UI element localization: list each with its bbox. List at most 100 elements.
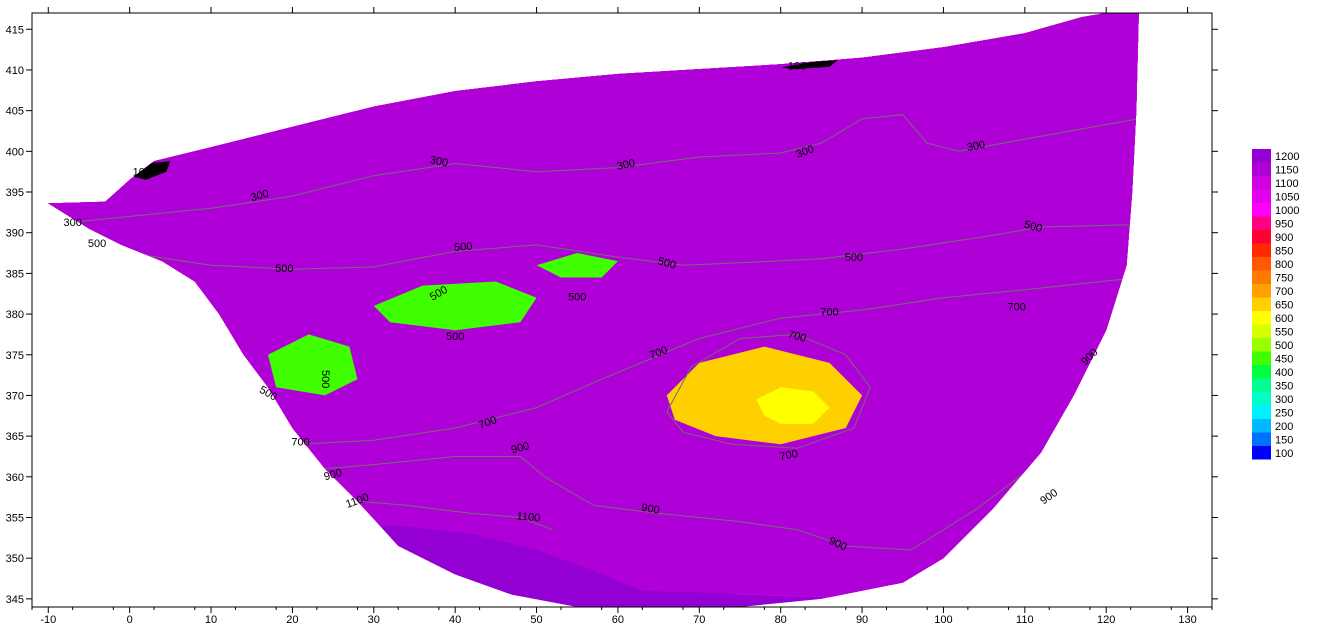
contour-label: 900 — [1038, 487, 1060, 507]
y-tick-label: 390 — [6, 228, 24, 240]
legend-label: 800 — [1275, 259, 1293, 271]
contour-label: 500 — [319, 370, 331, 388]
contour-lines — [48, 114, 1139, 551]
legend-label: 350 — [1275, 380, 1293, 392]
contour-band-1150 — [48, 13, 1139, 607]
legend-label: 100 — [1275, 448, 1293, 460]
legend-swatch-800 — [1252, 257, 1271, 271]
legend-label: 950 — [1275, 218, 1293, 230]
x-tick-label: 90 — [856, 614, 868, 626]
contour-label: 700 — [648, 344, 669, 362]
legend-swatch-850 — [1252, 243, 1271, 257]
x-tick-label: 60 — [612, 614, 624, 626]
contour-label: 100 — [133, 166, 151, 178]
legend-label: 1150 — [1275, 164, 1299, 176]
contour-label: 900 — [323, 467, 344, 483]
x-tick-label: 40 — [449, 614, 461, 626]
legend-label: 1050 — [1275, 191, 1299, 203]
contour-label: 500 — [88, 238, 106, 250]
contour-label: 500 — [845, 252, 863, 264]
y-tick-label: 415 — [6, 24, 24, 36]
y-tick-label: 375 — [6, 350, 24, 362]
x-tick-label: -10 — [40, 614, 56, 626]
contour-island-450 — [373, 281, 537, 331]
legend-label: 850 — [1275, 245, 1293, 257]
contour-label: 700 — [291, 437, 309, 449]
contour-island-450 — [268, 334, 358, 396]
plot-frame — [31, 12, 1213, 608]
y-tick-label: 345 — [6, 594, 24, 606]
contour-label: 300 — [794, 143, 815, 161]
legend-swatch-500 — [1252, 338, 1271, 352]
legend-label: 700 — [1275, 286, 1293, 298]
x-tick-label: 30 — [368, 614, 380, 626]
x-tick-label: 0 — [127, 614, 133, 626]
legend-label: 500 — [1275, 340, 1293, 352]
legend-label: 200 — [1275, 421, 1293, 433]
legend-swatch-1100 — [1252, 176, 1271, 190]
contour-label: 900 — [640, 502, 660, 517]
y-tick-label: 350 — [6, 553, 24, 565]
y-tick-label: 400 — [6, 146, 24, 158]
contour-line-300 — [48, 114, 1139, 226]
contour-label: 500 — [446, 331, 464, 343]
legend-swatch-350 — [1252, 378, 1271, 392]
legend-swatch-600 — [1252, 311, 1271, 325]
legend-label: 600 — [1275, 313, 1293, 325]
legend-swatch-450 — [1252, 351, 1271, 365]
legend-swatch-1150 — [1252, 162, 1271, 176]
y-tick-label: 395 — [6, 187, 24, 199]
y-tick-label: 365 — [6, 431, 24, 443]
contour-line-700 — [666, 333, 871, 449]
legend-label: 400 — [1275, 367, 1293, 379]
contour-label: 500 — [1023, 219, 1044, 235]
legend-label: 1100 — [1275, 178, 1299, 190]
contour-line-1100 — [357, 500, 553, 531]
x-tick-label: 10 — [205, 614, 217, 626]
legend-swatch-100 — [1252, 446, 1271, 460]
legend-swatch-550 — [1252, 324, 1271, 338]
contour-label: 900 — [510, 440, 531, 456]
contour-fill — [48, 13, 1139, 607]
legend-swatch-750 — [1252, 270, 1271, 284]
legend-swatch-1200 — [1252, 149, 1271, 163]
contour-label: 300 — [64, 217, 82, 229]
legend-label: 150 — [1275, 434, 1293, 446]
legend-swatch-250 — [1252, 405, 1271, 419]
legend-label: 450 — [1275, 353, 1293, 365]
legend-label: 550 — [1275, 326, 1293, 338]
x-tick-label: 50 — [530, 614, 542, 626]
contour-label: 700 — [820, 306, 838, 318]
legend-label: 300 — [1275, 394, 1293, 406]
contour-label: 700 — [477, 414, 498, 432]
contour-label: 1100 — [516, 510, 541, 524]
contour-island-600 — [756, 387, 830, 424]
contour-label: 500 — [275, 263, 293, 275]
contour-label: 300 — [616, 157, 636, 173]
contour-island-100 — [780, 60, 838, 70]
contour-label: 300 — [249, 188, 270, 204]
contour-line-700 — [300, 277, 1139, 445]
legend-swatch-900 — [1252, 230, 1271, 244]
legend-label: 1200 — [1275, 151, 1299, 163]
x-tick-label: 120 — [1097, 614, 1115, 626]
contour-island-100 — [129, 161, 171, 180]
y-tick-label: 360 — [6, 472, 24, 484]
contour-label: 700 — [1008, 301, 1026, 313]
contour-island-450 — [536, 253, 618, 278]
contour-label: 500 — [656, 255, 677, 271]
y-tick-label: 410 — [6, 65, 24, 77]
x-tick-label: 130 — [1178, 614, 1196, 626]
x-tick-label: 20 — [286, 614, 298, 626]
contour-label: 300 — [429, 154, 449, 170]
legend-label: 250 — [1275, 407, 1293, 419]
legend-swatch-950 — [1252, 216, 1271, 230]
legend-label: 650 — [1275, 299, 1293, 311]
y-tick-label: 370 — [6, 390, 24, 402]
legend-label: 1000 — [1275, 205, 1299, 217]
x-tick-label: 100 — [934, 614, 952, 626]
legend-swatch-700 — [1252, 284, 1271, 298]
legend-swatch-650 — [1252, 297, 1271, 311]
